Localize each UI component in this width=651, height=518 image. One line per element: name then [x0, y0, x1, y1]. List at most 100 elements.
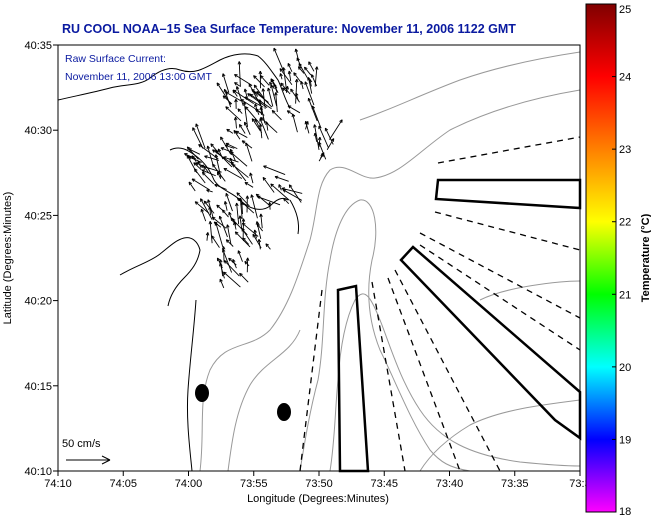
current-vector [300, 81, 304, 90]
x-tick-label: 74:00 [175, 478, 203, 490]
current-vector [247, 93, 268, 108]
current-vector [273, 47, 285, 72]
current-vector [219, 278, 225, 289]
scale-arrow [66, 455, 111, 465]
current-vector [239, 272, 249, 283]
current-vector [257, 195, 281, 206]
colorbar-ticks: 18 19 20 21 22 23 24 25 [612, 3, 631, 518]
bathymetry-contour [299, 199, 471, 472]
current-vector [216, 257, 223, 269]
current-vector [241, 218, 246, 240]
current-vector [200, 198, 213, 220]
current-vector [221, 246, 226, 263]
annotation-line2: November 11, 2006 13:00 GMT [65, 71, 212, 83]
colorbar-scale [585, 3, 617, 513]
current-vector [236, 197, 255, 214]
colorbar-tick-label: 22 [619, 217, 631, 229]
current-vector [235, 86, 244, 107]
current-vector [229, 148, 236, 162]
transect-dashed-line [419, 244, 581, 351]
x-tick-label: 73:40 [436, 478, 464, 490]
current-vector [244, 181, 254, 188]
current-vector [245, 257, 250, 273]
transect-dashed-line [394, 269, 501, 472]
station-marker [195, 384, 209, 402]
current-vector [257, 238, 262, 250]
transect-dashed-line [437, 136, 581, 164]
current-vector [242, 101, 248, 127]
current-vector [216, 204, 225, 212]
current-vector [225, 192, 233, 212]
current-vector [305, 121, 309, 130]
colorbar-tick-label: 23 [619, 144, 631, 156]
current-vector [232, 89, 238, 97]
current-vector [236, 192, 250, 207]
current-vector [201, 171, 215, 185]
x-tick-label: 73:55 [240, 478, 268, 490]
coastline-segment [57, 53, 291, 109]
current-vector [253, 84, 265, 99]
current-vector [223, 201, 228, 211]
current-vector [283, 197, 290, 205]
current-vector [253, 75, 265, 88]
current-vector [225, 239, 234, 247]
current-vector [238, 215, 243, 229]
current-vector [208, 221, 213, 244]
current-vector [286, 110, 296, 117]
current-vector [259, 118, 269, 140]
current-vector [234, 98, 238, 109]
current-vector [304, 81, 315, 106]
colorbar: 18 19 20 21 22 23 24 25 Temperature (°C) [585, 3, 651, 518]
current-vector [207, 199, 214, 220]
current-vector [229, 157, 234, 166]
current-vector [262, 176, 275, 193]
colorbar-tick-label: 25 [619, 4, 631, 16]
current-vector [294, 78, 299, 104]
plot-area: Raw Surface Current: November 11, 2006 1… [57, 44, 582, 473]
x-tick-label: 73:3 [569, 478, 590, 490]
transect-dashed-line [387, 277, 461, 472]
current-vector [233, 221, 237, 230]
current-vector [265, 121, 269, 131]
current-vector [223, 260, 240, 277]
current-vector [225, 106, 242, 122]
current-vector [279, 73, 283, 80]
current-vector [253, 229, 257, 239]
current-vector [244, 260, 250, 267]
current-vector [186, 155, 198, 174]
current-vector [223, 167, 243, 179]
current-vector [274, 175, 289, 182]
current-vector [228, 211, 232, 219]
station-marker [277, 403, 291, 421]
current-vector [308, 61, 315, 72]
colorbar-tick-label: 20 [619, 362, 631, 374]
current-vector [251, 118, 261, 132]
bathymetry-contour [359, 51, 581, 121]
current-vector [270, 183, 290, 201]
current-vector [265, 243, 271, 250]
current-vector [233, 116, 238, 129]
bathymetry-contour [227, 329, 301, 472]
coastline-segment [119, 237, 201, 307]
current-vector [294, 48, 300, 61]
current-vector [250, 194, 258, 219]
current-vector [280, 82, 291, 95]
current-vector [206, 189, 213, 193]
current-vector [256, 223, 263, 232]
current-vector [252, 233, 262, 249]
x-tick-label: 73:35 [501, 478, 529, 490]
current-vector [234, 231, 251, 248]
current-vector [273, 83, 278, 93]
current-vector [204, 155, 219, 161]
y-tick-label: 40:20 [24, 296, 52, 308]
current-vector [329, 119, 343, 140]
current-vector [195, 123, 206, 149]
current-vector [195, 162, 211, 170]
current-vector [243, 88, 248, 98]
y-tick-label: 40:30 [24, 125, 52, 137]
x-axis-ticks: 74:10 74:05 74:00 73:55 73:50 73:45 73:40 73:35… [44, 471, 591, 490]
current-vector [308, 79, 313, 87]
current-vector [268, 202, 272, 210]
current-vector [259, 213, 263, 229]
